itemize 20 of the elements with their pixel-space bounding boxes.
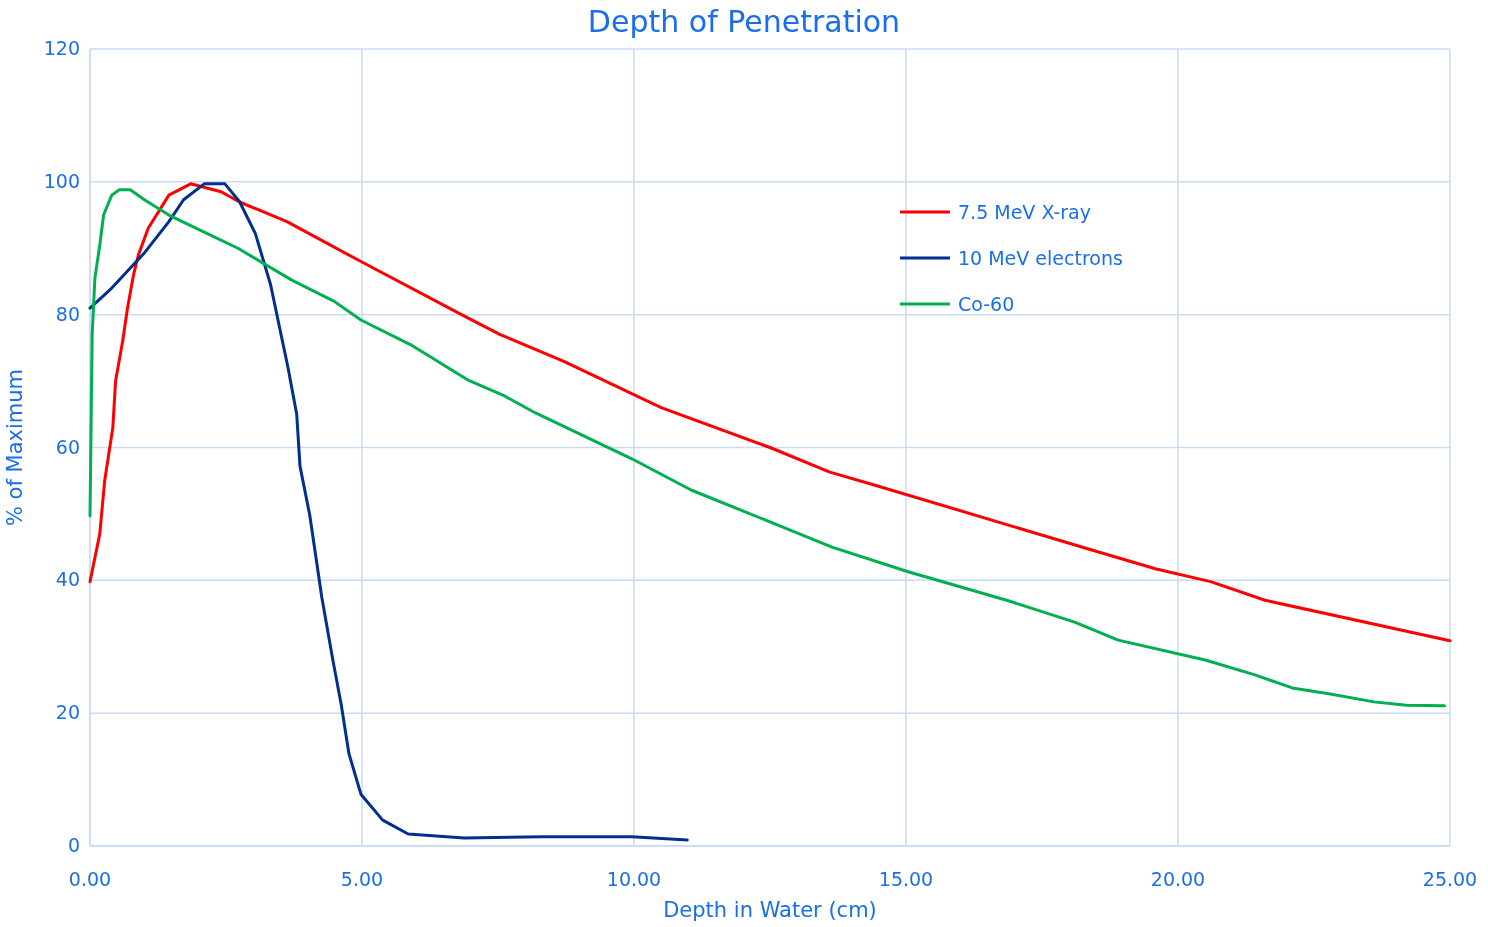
x-tick-label: 10.00 [606,868,662,890]
x-tick-label: 25.00 [1422,868,1478,890]
x-tick-label: 5.00 [340,868,384,890]
legend-label: Co-60 [958,293,1015,315]
y-tick-label: 60 [55,435,80,458]
y-tick-label: 20 [55,701,80,724]
chart-title: Depth of Penetration [587,4,901,39]
y-tick-label: 120 [43,37,80,59]
x-tick-label: 20.00 [1150,868,1206,890]
y-tick-label: 100 [43,169,80,192]
y-tick-label: 80 [55,302,80,325]
y-tick-label: 40 [55,568,80,591]
x-tick-label: 0.00 [68,868,112,890]
x-tick-label: 15.00 [878,868,934,890]
legend-label: 7.5 MeV X-ray [958,201,1091,223]
y-axis-title: % of Maximum [3,368,27,527]
x-axis-title: Depth in Water (cm) [663,898,877,922]
y-tick-label: 0 [67,834,80,856]
legend-label: 10 MeV electrons [958,247,1123,269]
line-series [88,182,689,842]
